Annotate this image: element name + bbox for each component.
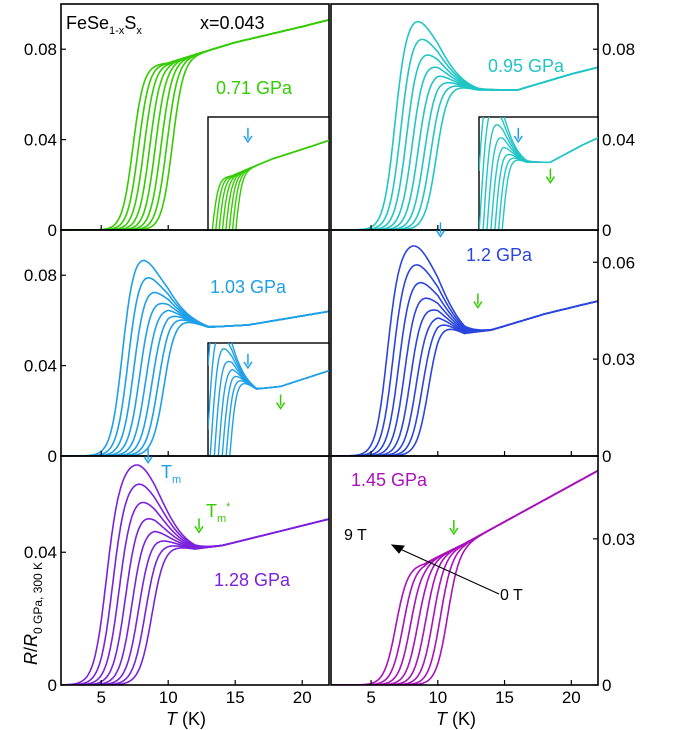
panel-frame [330,455,599,686]
y-tick-label: 0 [48,447,57,466]
y-tick-label: 0 [48,676,57,695]
feature-arrow-head [449,527,459,536]
y-tick-label: 0.03 [602,350,635,369]
series-line [331,281,598,456]
inset-frame [478,116,599,231]
y-tick-label: 0.08 [24,266,57,285]
y-tick-label: 0.03 [602,530,635,549]
panel-0: 0 0.04 0.08 0.71 GPa [24,3,330,240]
series-line [331,300,598,456]
inset-arrow-head [545,176,556,184]
x-tick-label: 10 [159,688,178,707]
y-axis-label: R/R0 GPa, 300 K [21,562,45,665]
field-arrow-head [390,544,405,554]
series-line [331,297,598,456]
pressure-label: 0.95 GPa [488,56,565,76]
inset-line [235,139,329,230]
inset-series [211,139,329,230]
sample-label: FeSe1-xSx [66,13,142,37]
y-tick-label: 0 [602,447,611,466]
y-tick-label: 0.04 [24,131,57,150]
panel-4: 0 0.04 5 10 15 20 1.28 GPa [24,448,330,707]
panel-3: 0 0.03 0.06 1.2 GPa [330,222,635,466]
x-axis-label-right: T (K) [436,709,476,729]
inset-line [501,137,598,230]
inset-series [479,117,598,230]
series-line [331,300,598,456]
y-tick-label: 0.04 [24,543,57,562]
field-high-label: 9 T [344,527,367,544]
series-line [61,310,329,456]
feature-arrow-head [435,230,446,238]
x-axis-label-left: T (K) [166,709,206,729]
inset-arrow-head [513,135,523,144]
feature-arrow-head [143,456,153,464]
panel-frame [60,455,330,686]
panel-frame [330,229,599,457]
x-tick-label: 5 [366,688,375,707]
series-line [331,300,598,456]
x-tick-label: 5 [96,688,105,707]
x-tick-label: 20 [293,688,312,707]
inset-arrow-head [275,402,286,410]
composition-label: x=0.043 [200,13,265,33]
pressure-label: 1.2 GPa [466,245,533,265]
series-line [331,66,598,230]
y-tick-label: 0 [48,221,57,240]
pressure-label: 1.45 GPa [351,470,428,490]
y-tick-label: 0.08 [602,40,635,59]
x-tick-label: 15 [226,688,245,707]
pressure-label: 0.71 GPa [216,78,293,98]
pressure-label: 1.28 GPa [214,570,291,590]
y-tick-label: 0 [602,676,611,695]
field-low-label: 0 T [500,587,523,604]
inset-series [208,343,329,456]
inset-frame [207,342,330,457]
series-line [331,469,598,685]
panel-5: 0 0.03 5 10 15 20 1.45 GPa [330,455,635,707]
y-tick-label: 0.04 [24,357,57,376]
series-line [331,300,598,456]
pressure-label: 1.03 GPa [210,277,287,297]
x-tick-label: 20 [562,688,581,707]
inset-arrow-head [243,135,253,144]
series-line [61,19,329,230]
inset-arrow-head [243,361,253,370]
x-tick-label: 10 [428,688,447,707]
y-tick-label: 0.04 [602,131,635,150]
tmstar-label: Tm* [206,501,231,525]
panel-2: 0 0.04 0.08 1.03 GPa [24,229,330,466]
series-line [331,264,598,456]
series-group [331,20,598,230]
tm-label: Tm [161,462,181,486]
panel-1: 0 0.04 0.08 0.95 GPa [330,3,635,240]
series-line [331,245,598,456]
y-tick-label: 0.06 [602,253,635,272]
y-tick-label: 0 [602,221,611,240]
inset-line [229,370,329,456]
feature-arrow-head [473,301,483,309]
field-arrow [399,548,500,595]
feature-arrow-head [194,525,204,534]
y-tick-label: 0.08 [24,40,57,59]
inset-frame [207,116,330,231]
x-tick-label: 15 [495,688,514,707]
series-group [331,245,598,456]
